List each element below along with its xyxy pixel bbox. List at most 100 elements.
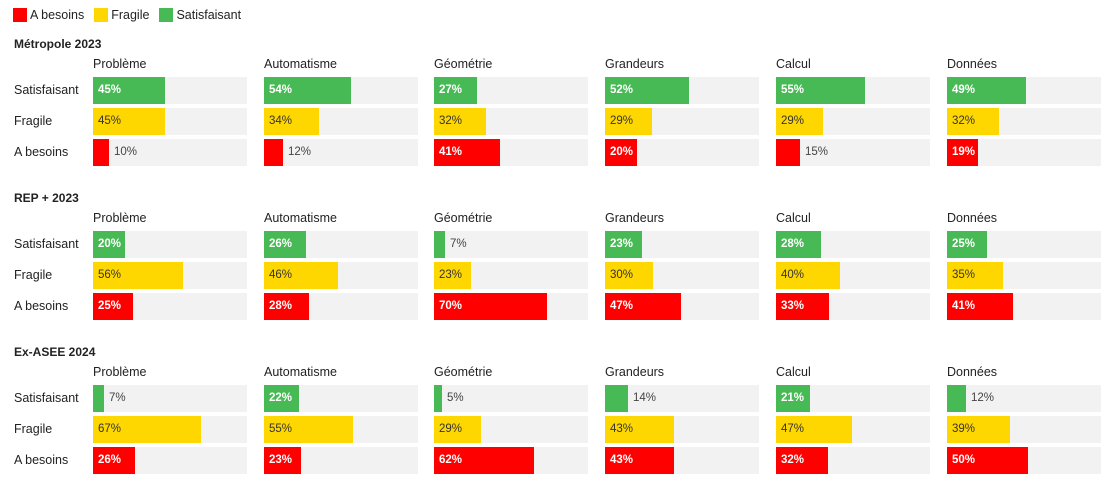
bar	[947, 108, 999, 135]
bar-track: 46%	[264, 262, 418, 289]
bar-track: 41%	[947, 293, 1101, 320]
data-label: 19%	[952, 146, 976, 158]
bar-track: 29%	[605, 108, 759, 135]
bar	[434, 231, 445, 258]
data-label: 34%	[269, 115, 293, 127]
legend-label: A besoins	[30, 8, 85, 22]
data-label: 7%	[109, 392, 126, 404]
bar	[264, 108, 319, 135]
bar	[264, 77, 351, 104]
data-label: 14%	[633, 392, 657, 404]
bar	[605, 293, 681, 320]
bar-track: 29%	[434, 416, 588, 443]
bar-track: 43%	[605, 416, 759, 443]
bar-track: 28%	[264, 293, 418, 320]
data-label: 43%	[610, 423, 634, 435]
panel-title: Métropole 2023	[14, 37, 102, 51]
bar-track: 45%	[93, 77, 247, 104]
legend-item: Satisfaisant	[159, 8, 241, 22]
bar-track: 40%	[776, 262, 930, 289]
bar-track: 49%	[947, 77, 1101, 104]
bar-track: 55%	[776, 77, 930, 104]
panel-title: REP + 2023	[14, 191, 79, 205]
bar	[776, 139, 800, 166]
bar	[947, 447, 1028, 474]
series-label: Fragile	[14, 114, 53, 128]
bar-track: 19%	[947, 139, 1101, 166]
bar-track: 32%	[947, 108, 1101, 135]
data-label: 50%	[952, 454, 976, 466]
bar-track: 20%	[605, 139, 759, 166]
bar	[776, 385, 810, 412]
category-label: Géométrie	[434, 365, 493, 379]
bar	[947, 385, 966, 412]
bar	[605, 108, 652, 135]
series-label: Fragile	[14, 268, 53, 282]
bar	[776, 416, 852, 443]
bar	[605, 385, 628, 412]
data-label: 29%	[439, 423, 463, 435]
bar	[434, 77, 477, 104]
bar-track: 50%	[947, 447, 1101, 474]
bar-track: 27%	[434, 77, 588, 104]
category-label: Calcul	[776, 211, 811, 225]
bar	[264, 385, 299, 412]
bar-track: 7%	[93, 385, 247, 412]
legend-label: Fragile	[111, 8, 150, 22]
bar-track: 56%	[93, 262, 247, 289]
bar-track: 52%	[605, 77, 759, 104]
bar-track: 47%	[605, 293, 759, 320]
bar	[434, 262, 471, 289]
bar	[605, 416, 674, 443]
data-label: 21%	[781, 392, 805, 404]
bar	[605, 77, 689, 104]
category-label: Données	[947, 365, 998, 379]
bar	[947, 416, 1010, 443]
bar	[264, 447, 301, 474]
bar-track: 47%	[776, 416, 930, 443]
bar	[434, 447, 534, 474]
bar-track: 62%	[434, 447, 588, 474]
bar-track: 54%	[264, 77, 418, 104]
data-label: 41%	[952, 300, 976, 312]
bar	[605, 139, 637, 166]
data-label: 43%	[610, 454, 634, 466]
bar-track: 35%	[947, 262, 1101, 289]
bar-track: 25%	[947, 231, 1101, 258]
bar	[264, 416, 353, 443]
bar-track: 39%	[947, 416, 1101, 443]
data-label: 29%	[781, 115, 805, 127]
data-label: 45%	[98, 84, 122, 96]
data-label: 32%	[781, 454, 805, 466]
bar-track: 21%	[776, 385, 930, 412]
data-label: 25%	[98, 300, 122, 312]
bar	[776, 262, 840, 289]
bar	[605, 262, 653, 289]
data-label: 7%	[450, 238, 467, 250]
bar	[93, 447, 135, 474]
data-label: 25%	[952, 238, 976, 250]
series-label: Fragile	[14, 422, 53, 436]
data-label: 20%	[610, 146, 634, 158]
bar-track: 33%	[776, 293, 930, 320]
data-label: 47%	[781, 423, 805, 435]
category-label: Problème	[93, 211, 147, 225]
bar	[947, 139, 978, 166]
bar	[947, 293, 1013, 320]
data-label: 39%	[952, 423, 976, 435]
bar	[434, 139, 500, 166]
data-label: 41%	[439, 146, 463, 158]
bar-track: 32%	[776, 447, 930, 474]
bar	[776, 77, 865, 104]
legend-swatch	[94, 8, 109, 22]
bar-track: 15%	[776, 139, 930, 166]
bar	[93, 231, 125, 258]
bar-track: 70%	[434, 293, 588, 320]
series-label: A besoins	[14, 145, 69, 159]
bar	[93, 385, 104, 412]
bar-track: 20%	[93, 231, 247, 258]
legend-item: Fragile	[94, 8, 149, 22]
data-label: 52%	[610, 84, 634, 96]
data-label: 12%	[288, 146, 312, 158]
bar-track: 22%	[264, 385, 418, 412]
